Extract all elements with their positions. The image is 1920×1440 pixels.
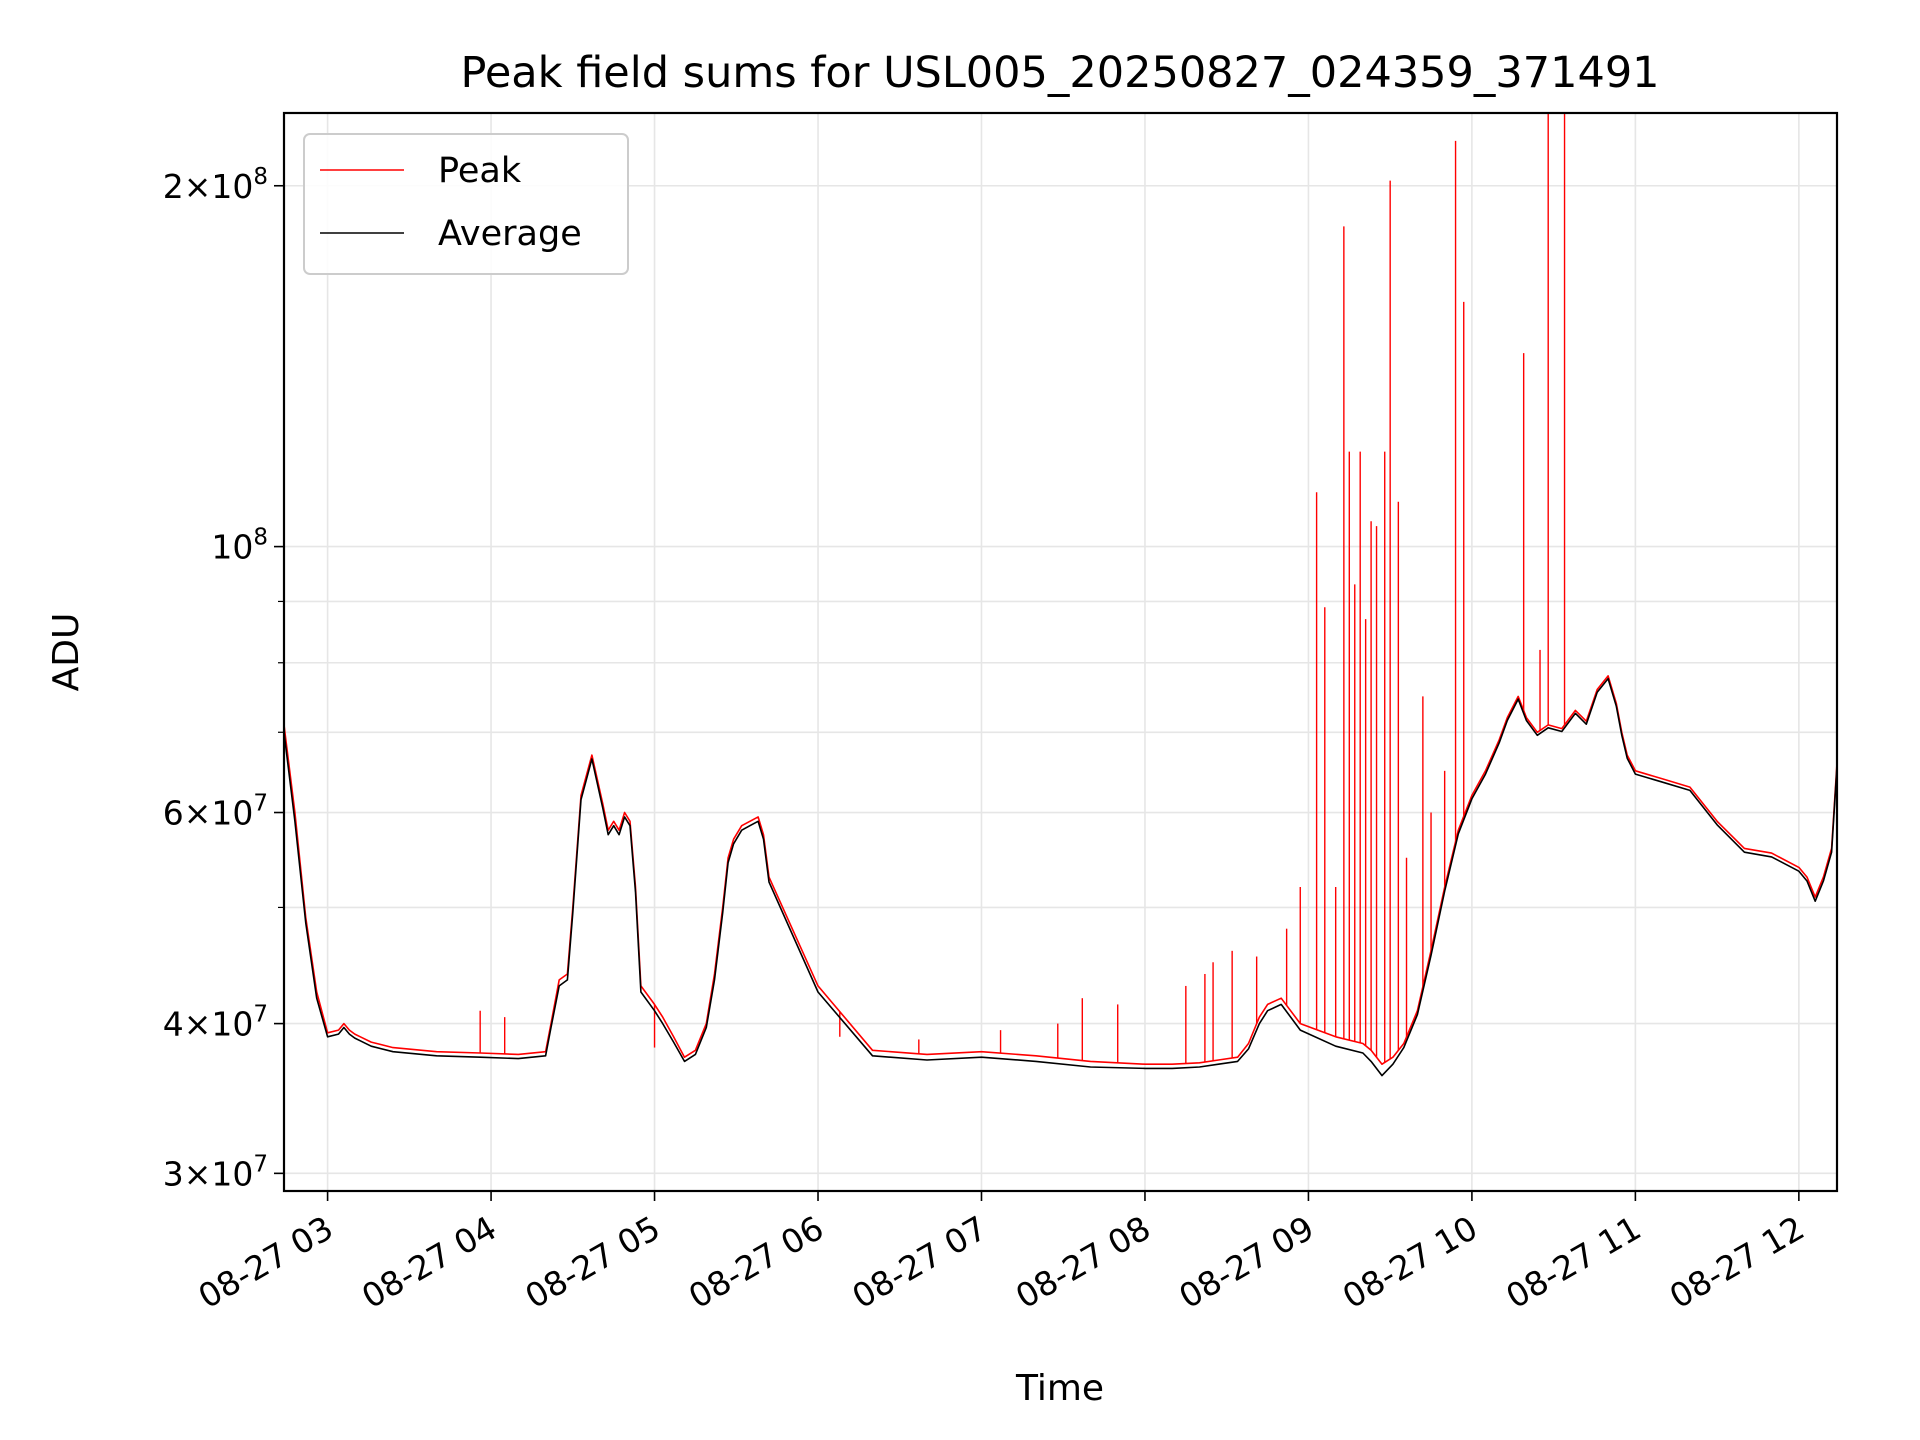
y-axis-label: ADU: [46, 613, 87, 692]
series-line-average: [283, 677, 1838, 1077]
y-tick-label: 6×107: [163, 791, 268, 833]
legend-box: [303, 133, 629, 275]
y-tick-label: 108: [211, 525, 268, 567]
legend-label-average: Average: [438, 214, 582, 254]
legend-label-peak: Peak: [438, 151, 522, 191]
legend: Peak Average: [303, 133, 629, 275]
y-tick-label: 3×107: [163, 1151, 268, 1193]
x-axis-label: Time: [1015, 1368, 1104, 1409]
series-line-peak: [283, 675, 1838, 1065]
plot-frame: [282, 111, 1839, 1193]
y-tick-label: 2×108: [163, 164, 268, 206]
series-layer: [283, 113, 1838, 1077]
chart-title: Peak field sums for USL005_20250827_0243…: [460, 48, 1659, 98]
y-tick-label: 4×107: [163, 1002, 268, 1044]
